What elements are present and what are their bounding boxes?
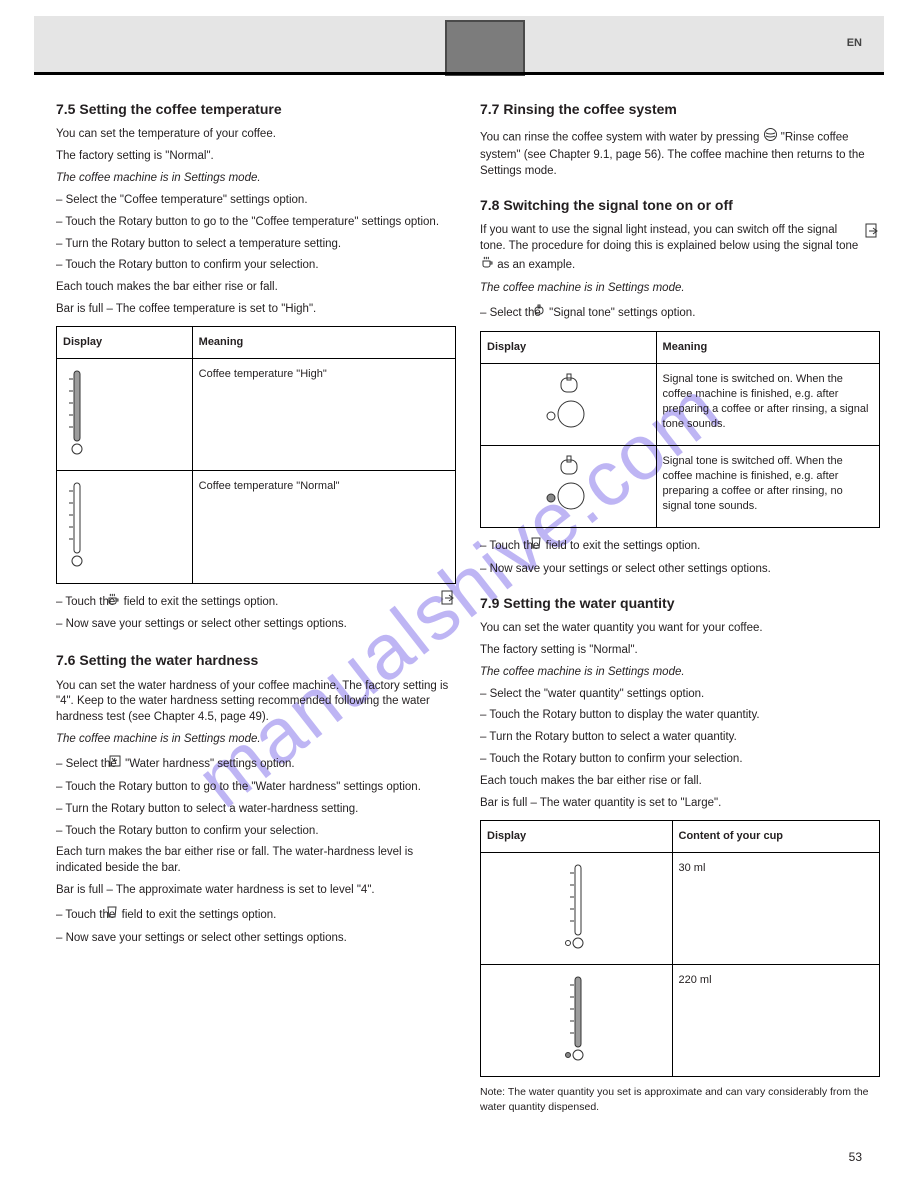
cup-steam-icon — [118, 592, 120, 612]
td-meaning: Coffee temperature "High" — [192, 359, 455, 471]
heading-7-8: 7.8 Switching the signal tone on or off — [480, 196, 880, 215]
para: The factory setting is "Normal". — [56, 149, 456, 165]
step: Now save your settings or select other s… — [56, 617, 456, 633]
water-hardness-icon — [120, 754, 122, 774]
thermometer-high-icon — [63, 367, 91, 457]
header-divider — [34, 72, 884, 75]
note: Note: The water quantity you set is appr… — [480, 1085, 880, 1114]
th: Display — [57, 327, 193, 359]
step: Select the "Signal tone" settings option… — [480, 303, 880, 323]
bar-small-icon — [562, 861, 590, 951]
step: Touch the field to exit the settings opt… — [56, 905, 456, 925]
para: You can rinse the coffee system with wat… — [480, 127, 880, 180]
para: You can set the temperature of your coff… — [56, 127, 456, 143]
td-display — [57, 471, 193, 583]
th: Content of your cup — [672, 820, 879, 852]
step: Touch the field to exit the settings opt… — [56, 592, 456, 612]
td-display — [481, 363, 657, 445]
header-chip — [445, 20, 525, 76]
step: Touch the Rotary button to confirm your … — [56, 258, 456, 274]
step: Now save your settings or select other s… — [56, 931, 456, 947]
page-number: 53 — [849, 1149, 862, 1166]
td-display — [57, 359, 193, 471]
step: Turn the Rotary button to select a water… — [480, 730, 880, 746]
precondition: The coffee machine is in Settings mode. — [56, 171, 456, 187]
heading-7-6: 7.6 Setting the water hardness — [56, 651, 456, 670]
tone-off-icon — [533, 454, 603, 514]
td-display — [481, 965, 673, 1077]
td-meaning: Signal tone is switched off. When the co… — [656, 445, 879, 527]
step: Turn the Rotary button to select a water… — [56, 802, 456, 818]
th: Meaning — [656, 331, 879, 363]
th: Meaning — [192, 327, 455, 359]
heading-7-7: 7.7 Rinsing the coffee system — [480, 100, 880, 119]
precondition: The coffee machine is in Settings mode. — [480, 665, 880, 681]
td-meaning: Coffee temperature "Normal" — [192, 471, 455, 583]
para: You can set the water quantity you want … — [480, 621, 880, 637]
rinse-icon — [763, 127, 778, 148]
step: Touch the Rotary button to confirm your … — [480, 752, 880, 768]
step: Select the "Water hardness" settings opt… — [56, 754, 456, 774]
exit-icon — [865, 223, 880, 244]
step: Touch the Rotary button to go to the "Wa… — [56, 780, 456, 796]
cup-steam-icon — [480, 255, 494, 275]
step: Turn the Rotary button to select a tempe… — [56, 237, 456, 253]
heading-7-5: 7.5 Setting the coffee temperature — [56, 100, 456, 119]
table-water-qty: Display Content of your cup 30 ml 220 ml — [480, 820, 880, 1078]
precondition: The coffee machine is in Settings mode. — [480, 281, 880, 297]
td-display — [481, 445, 657, 527]
tone-on-icon — [533, 372, 603, 432]
signal-tone-icon — [544, 303, 546, 323]
td-meaning: 220 ml — [672, 965, 879, 1077]
precondition: The coffee machine is in Settings mode. — [56, 732, 456, 748]
step: Touch the Rotary button to display the w… — [480, 708, 880, 724]
para: Bar is full – The coffee temperature is … — [56, 302, 456, 318]
para: The factory setting is "Normal". — [480, 643, 880, 659]
td-meaning: 30 ml — [672, 852, 879, 964]
para: Bar is full – The approximate water hard… — [56, 883, 456, 899]
step: Select the "Coffee temperature" settings… — [56, 193, 456, 209]
para: Bar is full – The water quantity is set … — [480, 796, 880, 812]
th: Display — [481, 820, 673, 852]
para: If you want to use the signal light inst… — [480, 223, 880, 275]
para: Each touch makes the bar either rise or … — [56, 280, 456, 296]
para: Each touch makes the bar either rise or … — [480, 774, 880, 790]
heading-7-9: 7.9 Setting the water quantity — [480, 594, 880, 613]
exit-icon — [453, 590, 456, 611]
para: Each turn makes the bar either rise or f… — [56, 845, 456, 877]
bar-large-icon — [562, 973, 590, 1063]
right-column: 7.7 Rinsing the coffee system You can ri… — [480, 100, 880, 1120]
step: Touch the Rotary button to go to the "Co… — [56, 215, 456, 231]
left-column: 7.5 Setting the coffee temperature You c… — [56, 100, 456, 953]
table-signal-tone: Display Meaning Signal tone is switched … — [480, 331, 880, 529]
thermometer-normal-icon — [63, 479, 91, 569]
step: Now save your settings or select other s… — [480, 562, 880, 578]
header-lang: EN — [847, 36, 862, 51]
para: You can set the water hardness of your c… — [56, 679, 456, 727]
table-coffee-temp: Display Meaning Coffee temperature "High… — [56, 326, 456, 584]
step: Select the "water quantity" settings opt… — [480, 687, 880, 703]
td-meaning: Signal tone is switched on. When the cof… — [656, 363, 879, 445]
step: Touch the Rotary button to confirm your … — [56, 824, 456, 840]
td-display — [481, 852, 673, 964]
th: Display — [481, 331, 657, 363]
step: Touch the field to exit the settings opt… — [480, 536, 880, 556]
